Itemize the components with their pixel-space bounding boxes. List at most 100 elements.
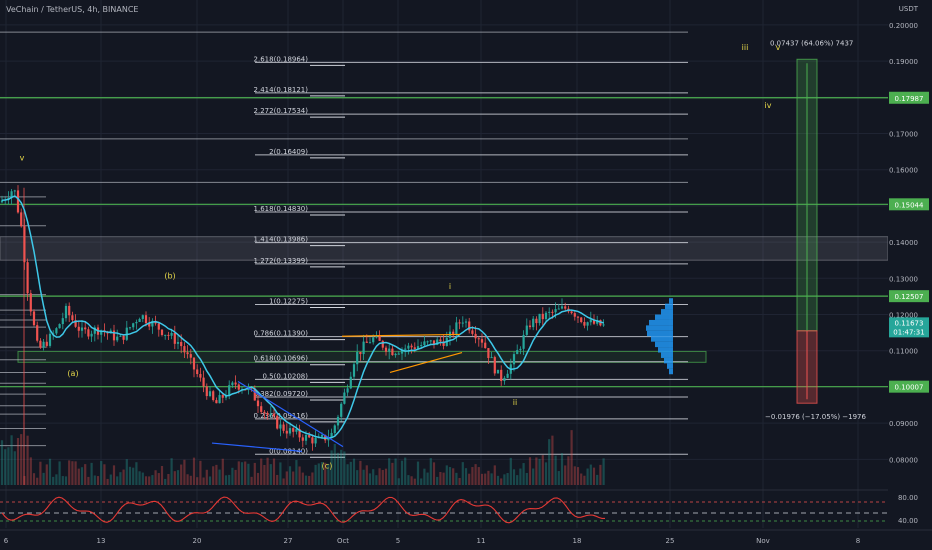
candle-body xyxy=(84,327,87,330)
time-tick-label: 6 xyxy=(4,537,9,545)
volume-bar xyxy=(100,461,103,485)
volume-bar xyxy=(384,468,388,485)
candle-body xyxy=(516,350,519,355)
oscillator-line xyxy=(1,496,605,524)
current-price-countdown: 01:47:31 xyxy=(893,328,924,336)
candle-body xyxy=(410,345,413,348)
volume-bar xyxy=(423,468,426,485)
candle-body xyxy=(301,437,304,441)
candle-body xyxy=(314,437,317,444)
volume-profile-bar xyxy=(669,298,673,304)
candle-body xyxy=(592,319,596,324)
volume-bar xyxy=(410,476,413,485)
candle-body xyxy=(503,377,506,382)
candle-body xyxy=(183,346,186,353)
time-tick-label: 27 xyxy=(284,537,293,545)
candle-body xyxy=(298,429,301,438)
candle-body xyxy=(432,340,436,345)
symbol-header: VeChain / TetherUS, 4h, BINANCE xyxy=(6,5,139,14)
fib-label: 1(0.12275) xyxy=(269,298,308,306)
volume-profile-bar xyxy=(661,352,673,358)
candle-body xyxy=(144,315,148,324)
volume-bar xyxy=(388,458,391,485)
volume-profile-bar xyxy=(667,363,673,369)
candle-body xyxy=(378,335,381,341)
candle-body xyxy=(176,342,180,344)
volume-bar xyxy=(250,476,253,485)
volume-bar xyxy=(0,440,4,485)
candle-body xyxy=(589,319,592,323)
candle-body xyxy=(496,369,500,374)
volume-profile-bar xyxy=(661,309,673,315)
volume-bar xyxy=(202,477,205,485)
volume-bar xyxy=(164,478,167,485)
volume-bar xyxy=(535,457,538,485)
candle-body xyxy=(196,369,199,375)
volume-bar xyxy=(183,459,186,485)
wave-label: v xyxy=(20,154,25,163)
price-tick-label: 0.17000 xyxy=(889,130,918,138)
candle-body xyxy=(26,262,29,294)
volume-bar xyxy=(180,464,183,485)
candle-body xyxy=(544,312,548,320)
volume-bar xyxy=(103,464,106,485)
volume-bar xyxy=(221,458,224,485)
triangle-top-line xyxy=(341,333,461,337)
volume-bar xyxy=(80,467,84,485)
volume-bar xyxy=(90,462,93,485)
volume-bar xyxy=(112,465,116,485)
level-badge-label: 0.17987 xyxy=(895,95,924,103)
price-tick-label: 0.09000 xyxy=(889,420,918,428)
volume-bar xyxy=(426,472,429,485)
volume-bar xyxy=(256,472,260,485)
volume-bar xyxy=(84,464,87,485)
candle-body xyxy=(189,354,192,358)
volume-bar xyxy=(519,468,522,485)
candle-body xyxy=(260,406,263,412)
volume-bar xyxy=(567,456,570,485)
candle-body xyxy=(295,429,298,432)
volume-bar xyxy=(458,477,461,485)
volume-bar xyxy=(544,462,548,485)
candle-body xyxy=(343,392,346,404)
candle-body xyxy=(327,437,330,441)
candle-body xyxy=(541,313,544,320)
candle-body xyxy=(362,341,365,355)
candle-body xyxy=(391,348,394,356)
volume-bar xyxy=(378,468,381,485)
candle-body xyxy=(493,357,496,374)
wave-label: iii xyxy=(742,43,749,52)
volume-bar xyxy=(196,477,199,485)
candle-body xyxy=(285,430,288,434)
volume-bar xyxy=(336,452,340,485)
time-tick-label: 18 xyxy=(573,537,582,545)
supply-zone xyxy=(0,236,889,261)
volume-bar xyxy=(372,469,375,485)
volume-bar xyxy=(186,474,189,485)
volume-bar xyxy=(340,449,343,485)
moving-average-line xyxy=(1,195,604,440)
candle-body xyxy=(333,425,336,433)
volume-bar xyxy=(64,476,68,485)
volume-bar xyxy=(135,462,138,485)
candle-body xyxy=(71,315,74,321)
candle-body xyxy=(359,351,362,355)
candle-body xyxy=(535,318,538,324)
level-badge xyxy=(889,91,929,104)
candle-body xyxy=(61,318,64,325)
volume-bar xyxy=(365,465,368,485)
volume-bar xyxy=(192,457,196,485)
volume-bar xyxy=(7,447,10,485)
candle-body xyxy=(45,341,48,346)
volume-bar xyxy=(509,457,512,485)
candle-body xyxy=(554,309,557,313)
level-badge xyxy=(889,290,929,303)
volume-bar xyxy=(106,478,109,485)
candle-body xyxy=(87,329,90,337)
wave-label: iv xyxy=(765,101,772,110)
volume-profile-bar xyxy=(647,330,673,337)
fib-label: 1.272(0.13399) xyxy=(254,257,309,265)
candle-body xyxy=(221,395,224,398)
price-tick-label: 0.16000 xyxy=(889,167,918,175)
